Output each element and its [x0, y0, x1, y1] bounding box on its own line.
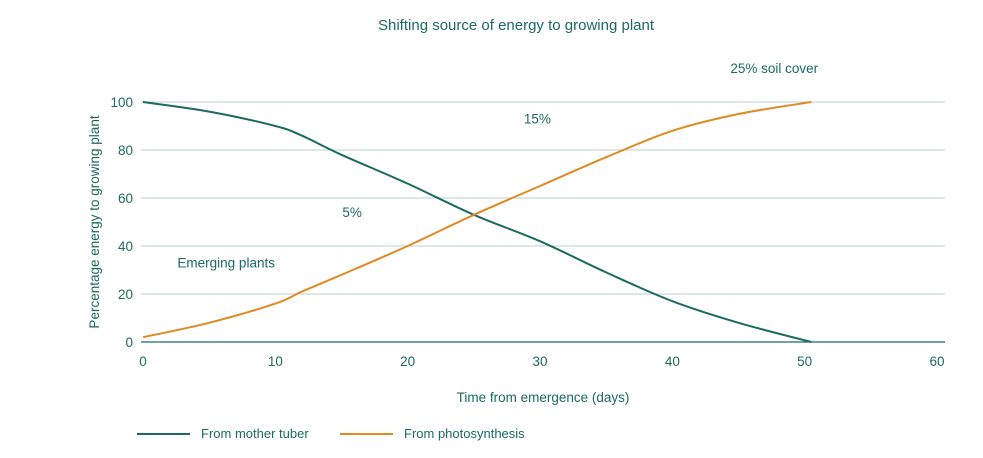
y-tick-label: 20: [118, 287, 133, 302]
y-axis-label: Percentage energy to growing plant: [87, 115, 102, 328]
x-tick-label: 10: [268, 354, 283, 369]
series-lines: [142, 101, 812, 343]
x-tick-labels: 0 10 20 30 40 50 60: [139, 354, 944, 369]
y-tick-label: 100: [110, 95, 133, 110]
x-tick-label: 50: [797, 354, 812, 369]
series-line-mother-tuber: [142, 101, 812, 343]
x-tick-label: 30: [532, 354, 547, 369]
gridlines: [141, 101, 945, 343]
y-tick-label: 60: [118, 191, 133, 206]
annotation-label: Emerging plants: [177, 256, 275, 271]
x-tick-label: 20: [400, 354, 415, 369]
x-tick-label: 40: [665, 354, 680, 369]
y-tick-labels: 0 20 40 60 80 100: [110, 95, 133, 350]
legend-label-photosynthesis: From photosynthesis: [404, 426, 525, 441]
chart-title: Shifting source of energy to growing pla…: [378, 17, 655, 34]
x-tick-label: 0: [139, 354, 147, 369]
annotation-label: 25% soil cover: [730, 61, 818, 76]
y-tick-label: 0: [125, 335, 133, 350]
legend-label-mother-tuber: From mother tuber: [201, 426, 309, 441]
y-tick-label: 40: [118, 239, 133, 254]
legend: From mother tuber From photosynthesis: [137, 426, 525, 441]
y-tick-label: 80: [118, 143, 133, 158]
x-axis-label: Time from emergence (days): [457, 390, 630, 405]
annotation-label: 5%: [342, 205, 362, 220]
annotation-label: 15%: [524, 112, 551, 127]
annotations: Emerging plants 5% 15% 25% soil cover: [177, 61, 818, 270]
x-tick-label: 60: [929, 354, 944, 369]
series-line-photosynthesis: [142, 101, 812, 339]
